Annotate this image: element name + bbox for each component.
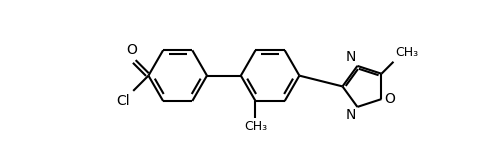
Text: N: N [346,50,356,64]
Text: N: N [346,108,356,122]
Text: Cl: Cl [116,94,130,108]
Text: O: O [384,92,394,106]
Text: CH₃: CH₃ [244,120,267,133]
Text: CH₃: CH₃ [395,46,418,59]
Text: O: O [126,42,137,56]
